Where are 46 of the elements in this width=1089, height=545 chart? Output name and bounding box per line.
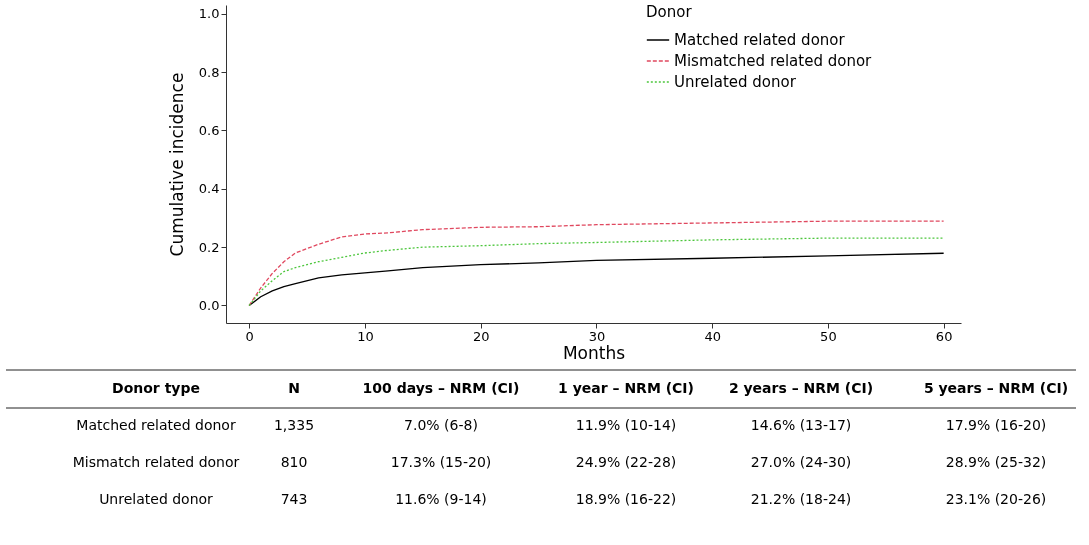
text: 17.9% (16-20)	[945, 417, 1047, 433]
text: 1 year – NRM (CI)	[558, 380, 694, 396]
text: 23.1% (20-26)	[945, 491, 1047, 507]
line-series	[248, 252, 945, 307]
legend-title: Donor	[646, 3, 693, 21]
text: 1,335	[273, 417, 315, 433]
y-tick-label: 0.4	[198, 181, 220, 197]
legend-label: Mismatched related donor	[674, 52, 873, 70]
text: 11.6% (9-14)	[395, 491, 487, 507]
text: 21.2% (18-24)	[750, 491, 852, 507]
y-tick-label: 0.0	[198, 298, 220, 313]
text: 743	[280, 491, 308, 507]
y-tick-label: 0.2	[198, 239, 220, 255]
x-tick-label: 10	[357, 328, 374, 344]
text: 5 years – NRM (CI)	[923, 380, 1069, 396]
x-axis-title: Months	[562, 342, 626, 363]
text: 7.0% (6-8)	[404, 417, 478, 433]
legend-label: Matched related donor	[674, 31, 846, 49]
text: N	[288, 380, 300, 396]
text: Donor type	[112, 380, 200, 396]
text: 11.9% (10-14)	[575, 417, 677, 433]
text: 14.6% (13-17)	[750, 417, 852, 433]
text: Matched related donor	[76, 417, 236, 433]
text: Mismatch related donor	[72, 454, 240, 470]
text: 18.9% (16-22)	[575, 491, 677, 507]
legend-label: Unrelated donor	[674, 73, 797, 91]
text: Unrelated donor	[99, 491, 214, 507]
text: 17.3% (15-20)	[390, 454, 492, 470]
y-tick-label: 0.8	[198, 64, 220, 80]
text: 24.9% (22-28)	[575, 454, 677, 470]
x-tick-label: 30	[588, 328, 606, 344]
x-tick-label: 60	[935, 328, 953, 344]
y-tick-label: 1.0	[198, 6, 220, 22]
x-tick-label: 40	[704, 328, 721, 344]
text: 810	[280, 454, 308, 470]
x-tick-label: 50	[820, 328, 837, 344]
y-tick-label: 0.6	[198, 122, 220, 138]
x-tick-label: 0	[245, 328, 254, 344]
text: 27.0% (24-30)	[750, 454, 852, 470]
x-tick-label: 20	[472, 328, 490, 344]
line-series	[248, 237, 945, 307]
text: 28.9% (25-32)	[945, 454, 1047, 470]
line-series	[248, 220, 945, 307]
text: 100 days – NRM (CI)	[362, 380, 520, 396]
y-axis-title: Cumulative incidence	[166, 72, 187, 257]
text: 2 years – NRM (CI)	[728, 380, 874, 396]
